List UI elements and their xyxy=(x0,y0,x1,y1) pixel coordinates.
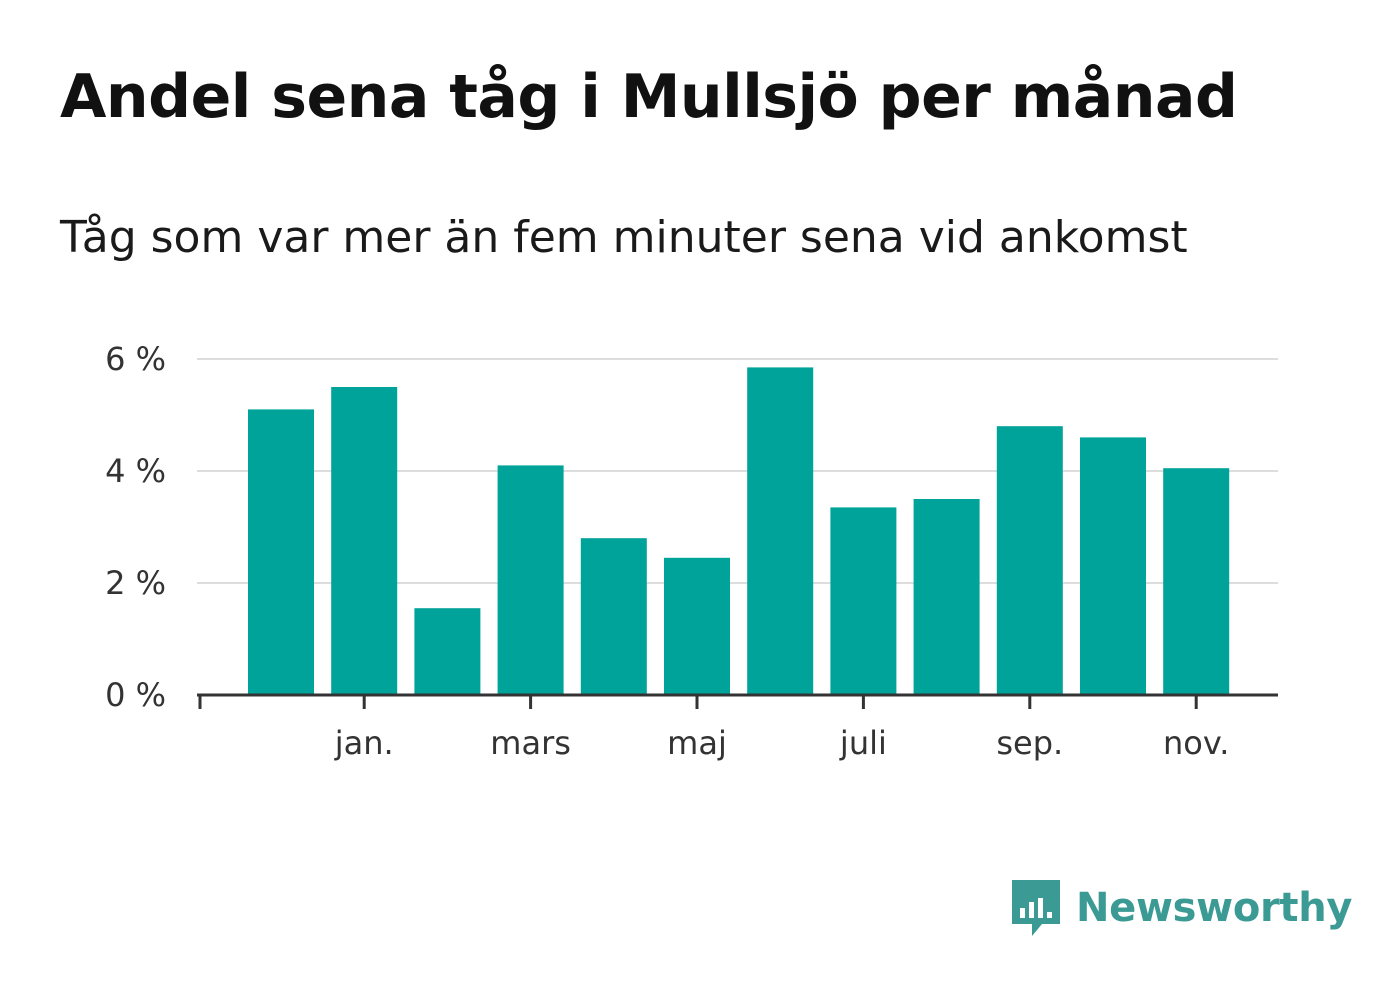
bar xyxy=(830,507,897,695)
y-tick-label: 0 % xyxy=(105,676,166,714)
x-tick-label: juli xyxy=(839,724,887,762)
x-tick-label: nov. xyxy=(1163,724,1229,762)
x-tick-label: jan. xyxy=(334,724,394,762)
bar xyxy=(664,557,730,695)
x-tick-label: sep. xyxy=(996,724,1063,762)
x-tick-label: maj xyxy=(667,724,727,762)
newsworthy-chart-bubble-icon xyxy=(1012,880,1060,936)
x-tick-label: mars xyxy=(490,724,571,762)
bar xyxy=(1163,468,1230,695)
y-tick-label: 6 % xyxy=(105,340,166,378)
chart-title: Andel sena tåg i Mullsjö per månad xyxy=(60,62,1238,132)
y-tick-label: 4 % xyxy=(105,452,166,490)
bar xyxy=(497,465,564,695)
bar xyxy=(580,538,647,695)
bar xyxy=(414,608,481,695)
bar xyxy=(913,499,980,695)
bar xyxy=(747,367,814,695)
newsworthy-logo: Newsworthy xyxy=(1010,878,1353,938)
bar xyxy=(248,409,314,695)
bar xyxy=(331,387,398,695)
y-tick-label: 2 % xyxy=(105,564,166,602)
newsworthy-logo-text: Newsworthy xyxy=(1076,885,1353,931)
bar xyxy=(1080,437,1146,695)
bar xyxy=(996,426,1063,695)
chart-subtitle: Tåg som var mer än fem minuter sena vid … xyxy=(60,212,1188,263)
